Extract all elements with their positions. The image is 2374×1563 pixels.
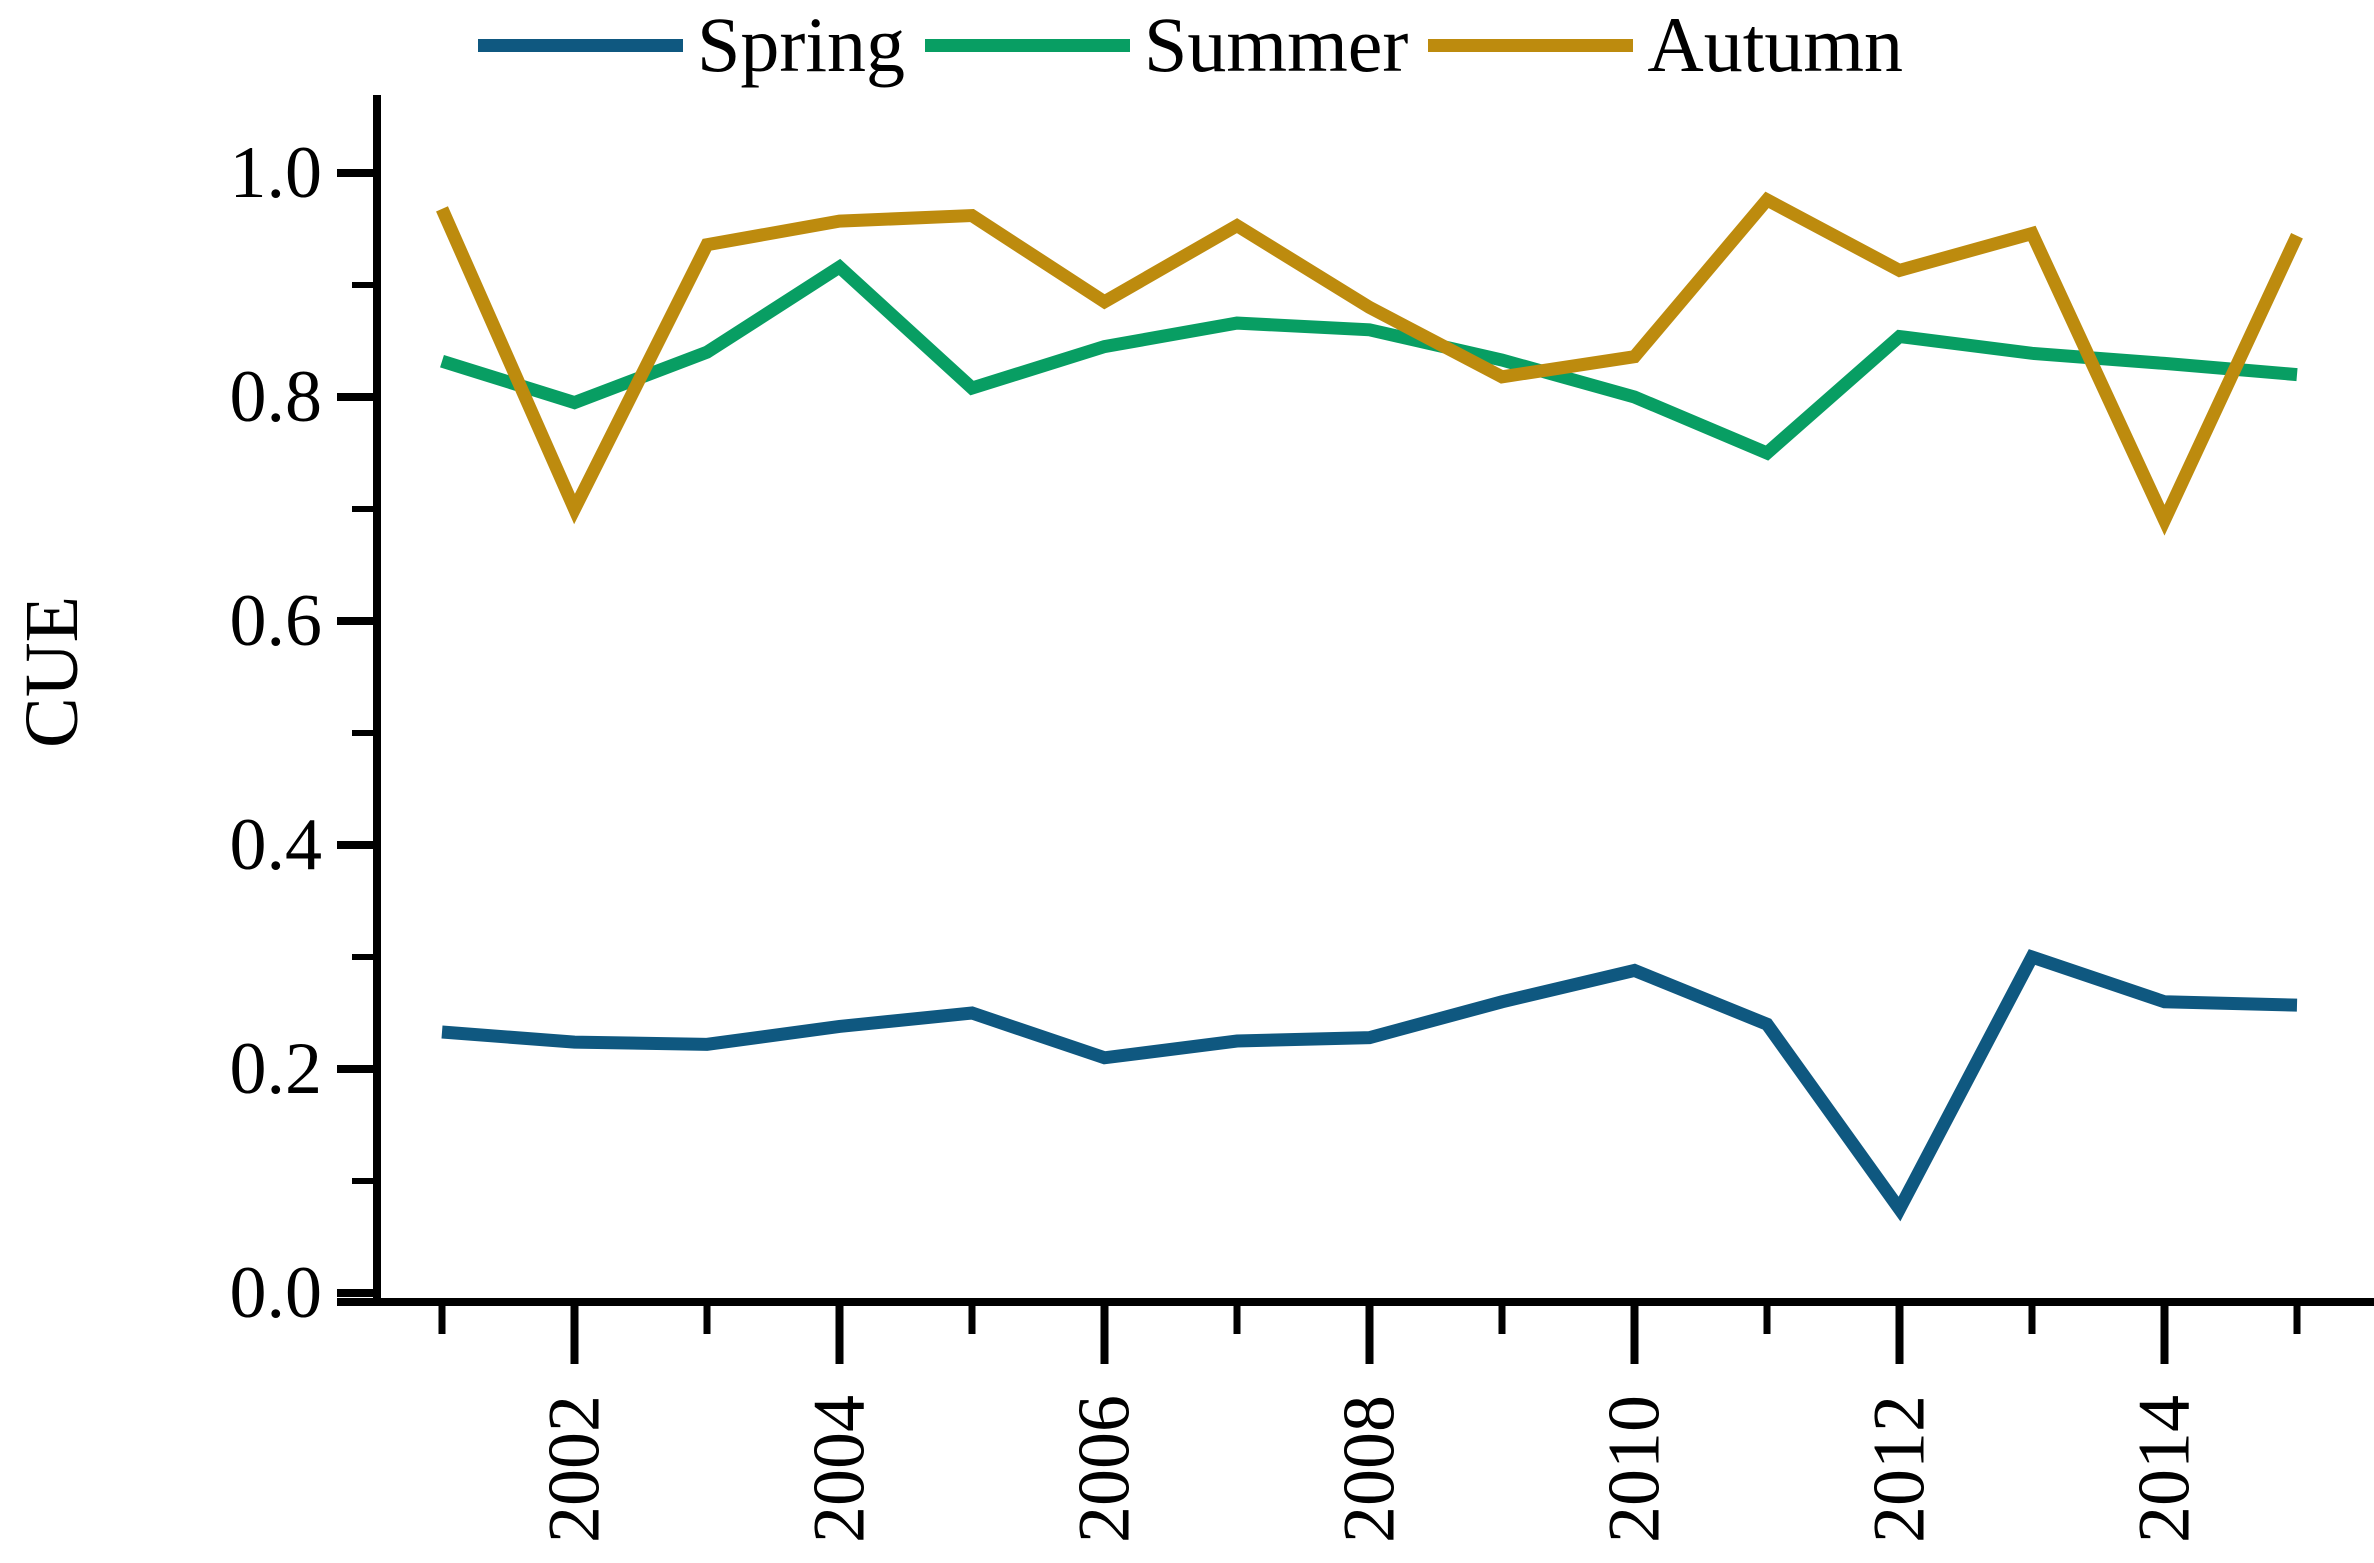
legend-label-spring: Spring: [697, 1, 906, 88]
series-line-summer: [440, 258, 2298, 461]
x-tick-label: 2006: [1064, 1395, 1146, 1543]
y-axis-title: CUE: [10, 596, 94, 748]
series-line-spring: [441, 949, 2298, 1222]
legend-item-spring: Spring: [478, 6, 915, 84]
x-tick-label: 2002: [534, 1395, 616, 1543]
x-tick-label: 2014: [2124, 1395, 2206, 1543]
tick-labels: 0.0 0.2 0.4 0.6 0.8 1.0 2002 2004 2006 2008 2010 20…: [230, 132, 2206, 1543]
legend-item-summer: Summer: [925, 6, 1418, 84]
legend-label-summer: Summer: [1144, 1, 1409, 88]
axes: [337, 95, 2374, 1364]
y-tick-label: 1.0: [230, 132, 323, 214]
legend-item-autumn: Autumn: [1428, 6, 1913, 84]
legend-swatch-spring: [478, 38, 683, 52]
series-line-autumn: [436, 191, 2303, 536]
x-tick-label: 2008: [1329, 1395, 1411, 1543]
y-tick-label: 0.8: [230, 356, 323, 438]
legend-swatch-autumn: [1428, 38, 1634, 52]
legend: Spring Summer Autumn: [478, 6, 1913, 84]
y-tick-label: 0.6: [230, 580, 323, 662]
x-tick-label: 2012: [1859, 1395, 1941, 1543]
y-tick-label: 0.2: [230, 1028, 323, 1110]
y-tick-label: 0.4: [230, 804, 323, 886]
y-tick-label: 0.0: [230, 1252, 323, 1334]
series-lines: [436, 191, 2303, 1222]
x-tick-label: 2004: [799, 1395, 881, 1543]
legend-swatch-summer: [925, 38, 1131, 52]
legend-label-autumn: Autumn: [1647, 1, 1904, 88]
x-tick-label: 2010: [1594, 1395, 1676, 1543]
